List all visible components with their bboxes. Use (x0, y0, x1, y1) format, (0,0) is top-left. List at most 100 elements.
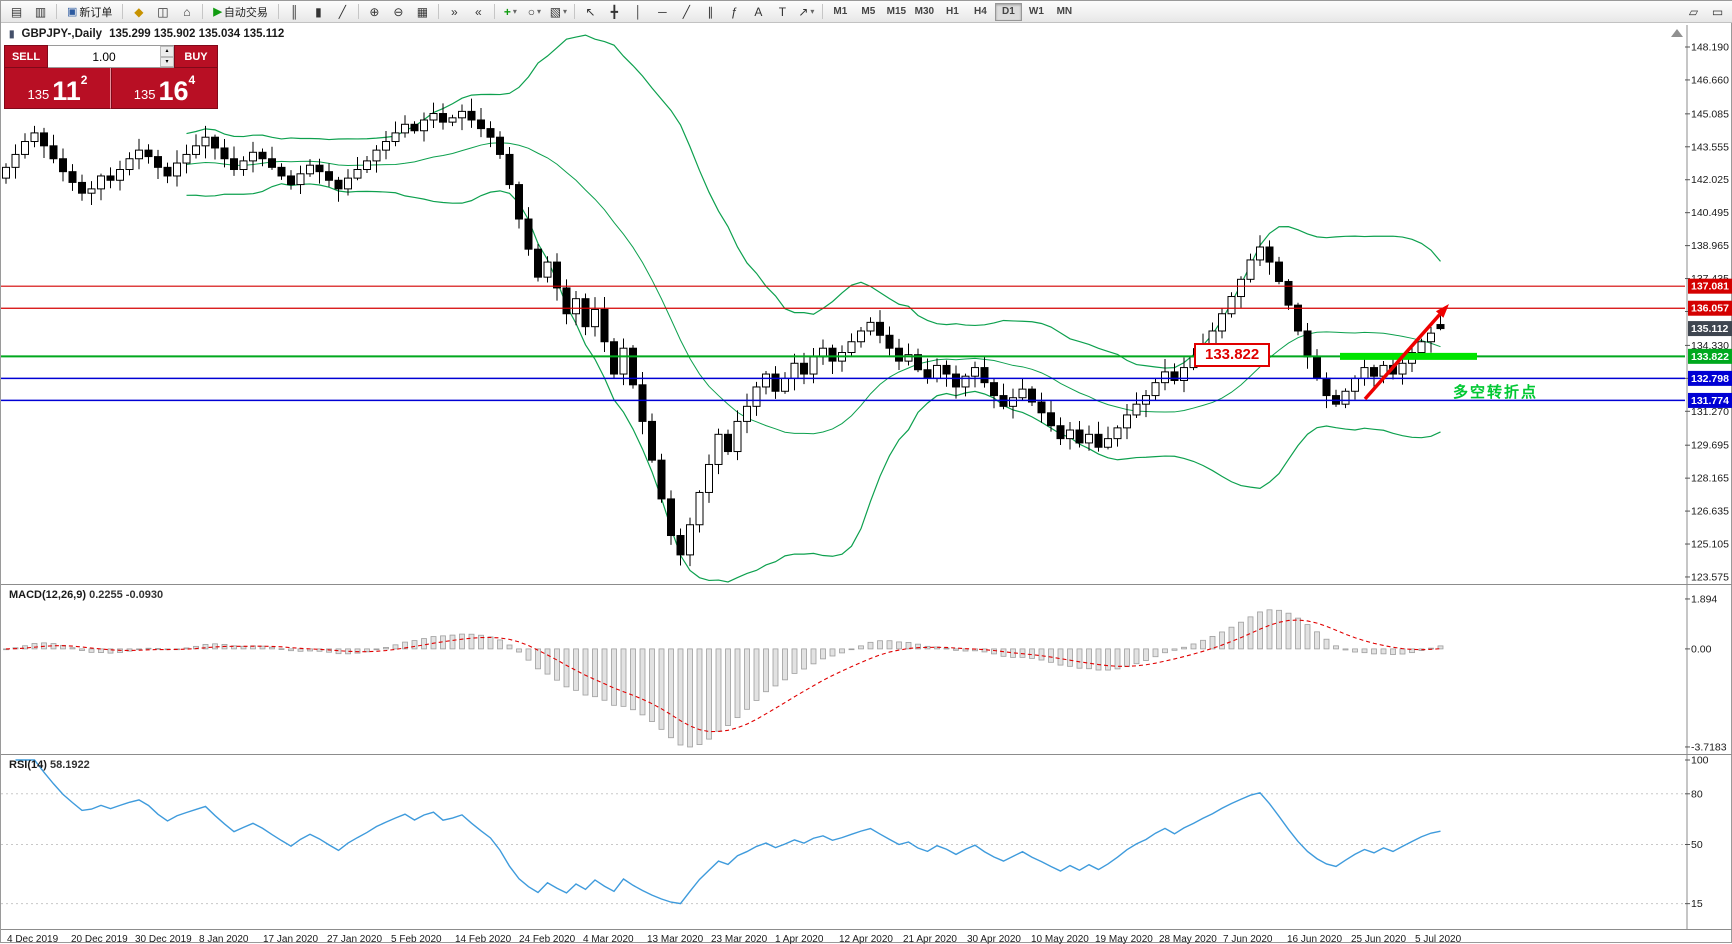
price-axis-label: 126.635 (1691, 506, 1729, 518)
autotrading-button[interactable]: ▶ 自动交易 (207, 2, 273, 21)
indicators-button[interactable]: + ▾ (499, 2, 522, 21)
date-axis-label: 21 Apr 2020 (903, 934, 957, 944)
date-axis-label: 10 May 2020 (1031, 934, 1089, 944)
bollinger-upper-band[interactable] (186, 34, 1441, 369)
volume-down-button[interactable]: ▾ (160, 56, 174, 67)
tile-windows-icon[interactable]: ▦ (411, 2, 434, 21)
rsi-name: RSI(14) (9, 759, 47, 771)
timeframe-h1-button[interactable]: H1 (939, 3, 966, 21)
bollinger-middle-band[interactable] (186, 142, 1441, 435)
date-axis-label: 20 Dec 2019 (71, 934, 128, 944)
timeframe-w1-button[interactable]: W1 (1023, 3, 1050, 21)
toolbar-separator (437, 4, 439, 19)
navigator-icon[interactable]: ⌂ (175, 2, 198, 21)
data-window-icon[interactable]: ◫ (151, 2, 174, 21)
level-price-badge-text: 131.774 (1691, 395, 1729, 407)
text-icon[interactable]: A (747, 2, 770, 21)
timeframe-m30-button[interactable]: M30 (911, 3, 938, 21)
rsi-line[interactable] (15, 759, 1441, 905)
date-axis-label: 7 Jun 2020 (1223, 934, 1273, 944)
indicators-plus-icon: + (503, 4, 511, 19)
timeframe-h4-button[interactable]: H4 (967, 3, 994, 21)
level-price-badge-text: 132.798 (1691, 373, 1729, 385)
chart-shift-icon[interactable]: « (467, 2, 490, 21)
fibonacci-icon[interactable]: ƒ (723, 2, 746, 21)
bar-chart-icon[interactable]: ║ (283, 2, 306, 21)
timeframe-m1-button[interactable]: M1 (827, 3, 854, 21)
main-toolbar: ▤ ▥ ▣ 新订单 ◆ ◫ ⌂ ▶ 自动交易 ║ ▮ ╱ ⊕ ⊖ ▦ » « +… (1, 1, 1732, 23)
periods-button[interactable]: ○ ▾ (523, 2, 546, 21)
timeframe-group: M1 M5 M15 M30 H1 H4 D1 W1 MN (827, 2, 1078, 21)
price-axis-label: 128.165 (1691, 473, 1729, 485)
horizontal-line-icon[interactable]: ─ (651, 2, 674, 21)
profiles-icon[interactable]: ▥ (29, 2, 52, 21)
arrows-button[interactable]: ↗ ▾ (795, 2, 818, 21)
metaeditor-icon[interactable]: ◆ (127, 2, 150, 21)
timeframe-mn-button[interactable]: MN (1051, 3, 1078, 21)
periods-icon: ○ (527, 4, 535, 19)
price-axis-label: 146.660 (1691, 74, 1729, 86)
level-price-badge-text: 133.822 (1691, 351, 1729, 363)
trend-arrow-line[interactable] (1363, 313, 1442, 401)
vertical-line-icon[interactable]: │ (627, 2, 650, 21)
templates-button[interactable]: ▧ ▾ (547, 2, 570, 21)
new-order-button[interactable]: ▣ 新订单 (61, 2, 118, 21)
date-axis-label: 4 Mar 2020 (583, 934, 634, 944)
toolbar-separator (122, 4, 124, 19)
cursor-icon[interactable]: ↖ (579, 2, 602, 21)
timeframe-m5-button[interactable]: M5 (855, 3, 882, 21)
chart-shift-marker[interactable] (1671, 29, 1683, 37)
buy-price-point: 4 (188, 73, 196, 87)
toolbar-separator (573, 4, 575, 19)
level-price-badge-text: 136.057 (1691, 303, 1729, 315)
pivot-point-label[interactable]: 多空转折点 (1453, 384, 1539, 401)
price-axis-label: 131.270 (1691, 406, 1729, 418)
sell-price-point: 2 (80, 73, 88, 87)
macd-histogram (3, 609, 1444, 748)
date-axis-label: 8 Jan 2020 (199, 934, 249, 944)
sell-price-panel[interactable]: 135 11 2 (4, 68, 111, 109)
sell-price-pips: 11 (52, 76, 81, 106)
date-axis-label: 23 Mar 2020 (711, 934, 768, 944)
text-label-icon[interactable]: T (771, 2, 794, 21)
macd-signal-line[interactable] (5, 619, 1441, 733)
crosshair-icon[interactable]: ╋ (603, 2, 626, 21)
new-chart-icon[interactable]: ▤ (5, 2, 28, 21)
trend-arrow-head[interactable] (1435, 304, 1449, 318)
date-axis-label: 14 Feb 2020 (455, 934, 512, 944)
buy-price-pips: 16 (158, 76, 189, 106)
support-price-flag[interactable]: 133.822 (1194, 343, 1271, 367)
sell-button[interactable]: SELL (4, 45, 48, 68)
toolbar-separator (357, 4, 359, 19)
price-axis-label: 145.085 (1691, 108, 1729, 120)
buy-price-panel[interactable]: 135 16 4 (111, 68, 218, 109)
price-axis-label: 123.575 (1691, 571, 1729, 583)
toolbar-extra-icon-2[interactable]: ▭ (1706, 2, 1729, 21)
volume-up-button[interactable]: ▴ (160, 46, 174, 57)
date-axis-label: 4 Dec 2019 (7, 934, 59, 944)
line-chart-icon[interactable]: ╱ (331, 2, 354, 21)
bollinger-lower-band[interactable] (186, 183, 1441, 583)
level-price-badge (1688, 300, 1732, 316)
timeframe-m15-button[interactable]: M15 (883, 3, 910, 21)
trendline-icon[interactable]: ╱ (675, 2, 698, 21)
date-axis-label: 19 May 2020 (1095, 934, 1153, 944)
volume-input[interactable] (48, 46, 160, 67)
buy-price-base: 135 (133, 87, 156, 102)
toolbar-extra-icon-1[interactable]: ▱ (1682, 2, 1705, 21)
chevron-down-icon: ▾ (810, 7, 815, 16)
zoom-out-icon[interactable]: ⊖ (387, 2, 410, 21)
rsi-value: 58.1922 (49, 759, 90, 771)
price-axis-label: 148.190 (1691, 42, 1729, 54)
auto-scroll-icon[interactable]: » (443, 2, 466, 21)
chart-ohlc-values: 135.299 135.902 135.034 135.112 (109, 28, 285, 40)
macd-indicator-label: MACD(12,26,9) 0.2255 -0.0930 (9, 589, 163, 601)
rsi-axis-label: 80 (1691, 788, 1703, 800)
toolbar-separator (821, 4, 823, 19)
candlestick-chart-icon[interactable]: ▮ (307, 2, 330, 21)
timeframe-d1-button[interactable]: D1 (994, 2, 1022, 21)
channel-icon[interactable]: ∥ (699, 2, 722, 21)
zoom-in-icon[interactable]: ⊕ (363, 2, 386, 21)
buy-button[interactable]: BUY (174, 45, 218, 68)
